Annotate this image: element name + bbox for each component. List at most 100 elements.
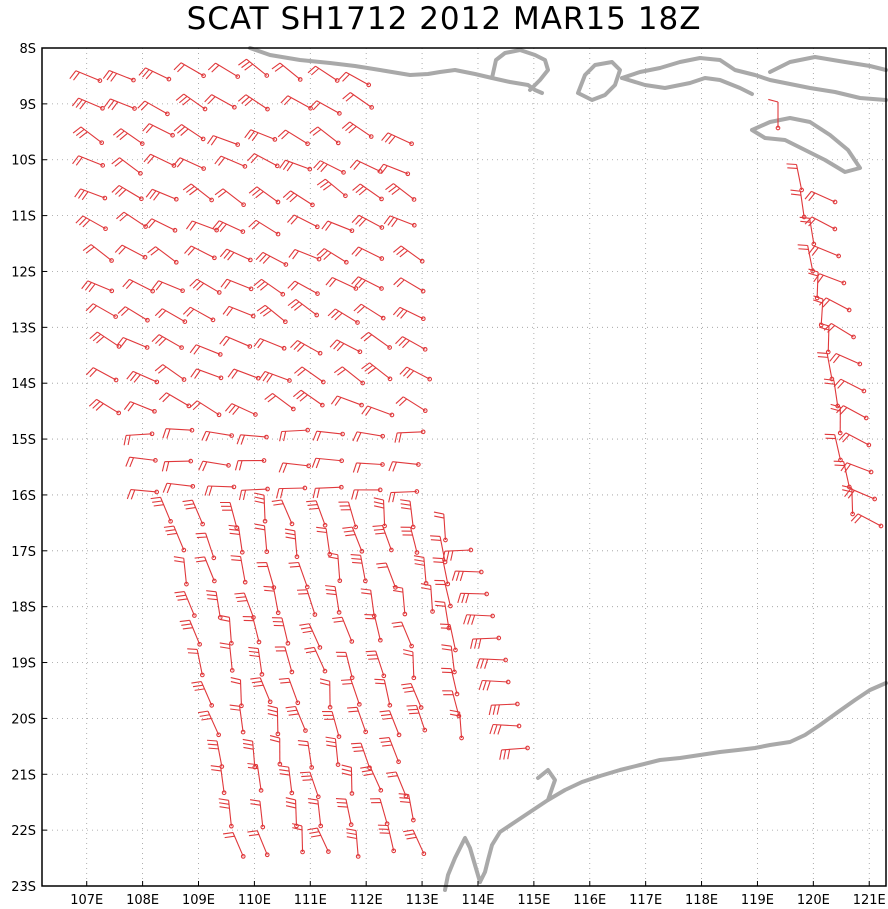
wind-barb	[388, 489, 420, 503]
wind-barb	[275, 485, 308, 499]
wind-barb	[267, 705, 281, 737]
lat-label: 15S	[11, 433, 36, 448]
wind-barb	[293, 389, 325, 408]
wind-barb	[269, 735, 283, 767]
wind-barb	[808, 245, 841, 259]
wind-barb	[285, 705, 308, 733]
wind-barb	[799, 216, 817, 247]
wind-barb	[399, 366, 433, 382]
wind-barb	[182, 183, 214, 203]
wind-barb	[284, 528, 300, 560]
wind-barb	[297, 740, 315, 770]
wind-barb	[234, 592, 256, 620]
wind-barb	[242, 738, 258, 770]
wind-barb	[351, 487, 383, 500]
wind-barb	[325, 276, 359, 291]
lon-label: 117E	[629, 893, 662, 908]
wind-barb	[333, 366, 366, 386]
wind-barb	[420, 583, 435, 614]
lat-label: 20S	[11, 712, 36, 727]
wind-barb	[349, 159, 383, 174]
wind-barb	[207, 135, 241, 147]
wind-barb	[182, 499, 205, 527]
wind-barb	[478, 679, 511, 691]
wind-barb	[138, 67, 172, 82]
wind-barb	[351, 214, 385, 230]
wind-barb	[393, 245, 425, 264]
wind-barb	[351, 276, 384, 291]
wind-barb	[488, 701, 520, 716]
wind-barb	[279, 427, 310, 442]
wind-barb	[173, 556, 189, 587]
wind-barb	[361, 405, 395, 418]
wind-barb	[818, 297, 852, 313]
wind-barb	[287, 280, 320, 296]
wind-barb	[185, 220, 219, 233]
wind-barb	[222, 831, 246, 859]
wind-barb	[385, 183, 417, 202]
wind-barb	[327, 552, 343, 584]
wind-barb	[154, 364, 187, 382]
wind-barb	[841, 485, 855, 517]
wind-barb	[230, 555, 248, 585]
wind-barb	[173, 62, 206, 79]
wind-barb	[254, 492, 268, 524]
wind-barb	[374, 678, 393, 708]
wind-barb	[442, 547, 474, 562]
wind-barb	[833, 460, 852, 490]
wind-barb	[271, 499, 295, 527]
wind-barb	[263, 585, 281, 616]
wind-barb	[162, 427, 195, 439]
wind-barb	[338, 71, 372, 88]
wind-barb	[114, 244, 148, 260]
wind-barb	[306, 500, 328, 528]
wind-barb	[71, 97, 105, 111]
wind-barb	[383, 215, 417, 228]
wind-barb	[142, 123, 175, 138]
wind-barb	[824, 433, 843, 463]
wind-barb	[388, 461, 421, 472]
wind-barb	[258, 370, 292, 383]
wind-barb	[804, 190, 838, 205]
wind-barb	[353, 303, 386, 321]
wind-barb	[312, 430, 345, 442]
wind-barb	[163, 525, 187, 553]
wind-barb	[372, 525, 394, 553]
wind-barb	[274, 646, 295, 675]
lat-label: 17S	[11, 545, 36, 560]
wind-barb	[117, 306, 150, 323]
wind-barb	[89, 331, 122, 349]
wind-barb	[248, 219, 281, 237]
wind-barb	[338, 501, 359, 530]
wind-barb	[325, 736, 341, 767]
wind-barb	[244, 129, 278, 142]
coastline-cape	[443, 836, 482, 892]
wind-barb	[347, 706, 369, 735]
wind-barb	[279, 159, 313, 172]
wind-barb	[299, 771, 321, 800]
wind-barb	[309, 100, 342, 116]
wind-barb	[111, 157, 143, 176]
wind-barb	[69, 70, 103, 83]
wind-barb	[838, 432, 872, 448]
wind-barb	[154, 308, 188, 324]
wind-barb	[441, 644, 457, 675]
wind-barb	[137, 100, 170, 117]
lat-label: 16S	[11, 489, 36, 504]
wind-barb	[373, 497, 387, 529]
coastline-sumbawa-south	[620, 76, 754, 96]
wind-barb	[271, 62, 303, 82]
wind-barb	[271, 617, 291, 646]
lon-label: 121E	[853, 893, 886, 908]
wind-barb	[350, 742, 372, 771]
wind-barb	[214, 155, 248, 169]
wind-barb	[123, 401, 157, 414]
wind-barb	[292, 823, 305, 855]
wind-barb	[307, 798, 324, 829]
wind-barb	[287, 214, 320, 230]
wind-barb	[430, 535, 448, 565]
wind-barb	[288, 561, 310, 590]
wind-barb	[144, 218, 178, 233]
wind-barb	[316, 526, 333, 557]
